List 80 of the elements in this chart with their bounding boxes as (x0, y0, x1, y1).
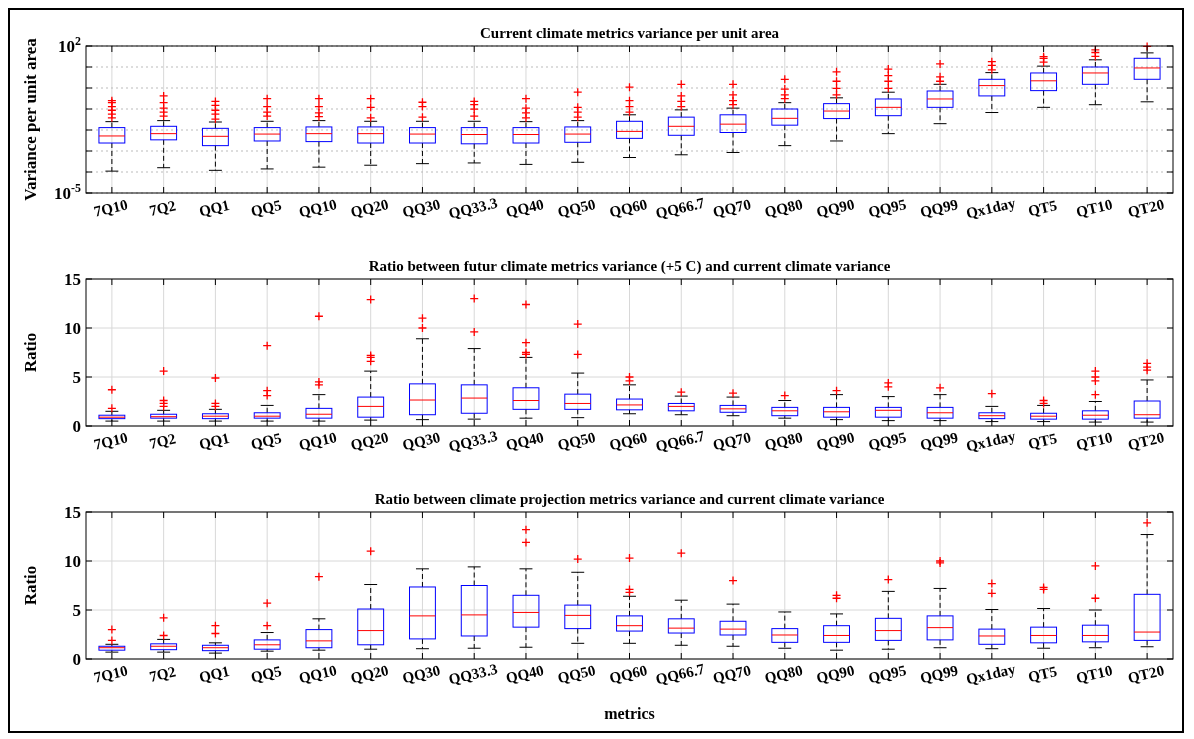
y-tick-label: 5 (72, 367, 81, 387)
x-tick-label: QQ40 (504, 662, 546, 687)
x-tick-label: 7Q10 (92, 429, 130, 453)
x-tick-label: QQ70 (711, 196, 753, 221)
x-tick-label: QQ95 (866, 429, 908, 454)
x-tick-label: QQ50 (556, 196, 598, 221)
x-tick-label: QQ5 (249, 196, 283, 220)
x-tick-label: 7Q10 (92, 662, 130, 686)
x-tick-label: QQ80 (763, 196, 805, 221)
y-tick-label: 15 (64, 269, 81, 289)
chart-title: Ratio between futur climate metrics variance (+5 C) and current climate variance (368, 258, 891, 275)
x-tick-label: QT20 (1126, 429, 1166, 454)
x-tick-label: QQ90 (814, 429, 856, 454)
x-tick-label: Qx1day (964, 660, 1018, 688)
x-tick-label: QQ30 (400, 429, 442, 454)
x-tick-label: QQ99 (918, 429, 960, 454)
x-tick-label: QQ66.7 (654, 427, 707, 455)
x-tick-label: QQ99 (918, 662, 960, 687)
x-tick-label: QT20 (1126, 196, 1166, 221)
y-tick-label: 5 (72, 600, 81, 620)
x-tick-label: QQ5 (249, 429, 283, 453)
x-tick-label: QQ95 (866, 662, 908, 687)
x-tick-label: QQ50 (556, 429, 598, 454)
x-tick-label: QQ66.7 (654, 194, 707, 222)
x-tick-label: QQ60 (607, 662, 649, 687)
x-tick-label: QQ70 (711, 429, 753, 454)
y-tick-label: 15 (64, 502, 81, 522)
x-tick-label: QQ90 (814, 662, 856, 687)
x-tick-label: QQ60 (607, 429, 649, 454)
x-tick-label: QQ66.7 (654, 660, 707, 688)
x-tick-label: QQ33.3 (447, 427, 500, 455)
x-tick-label: 7Q2 (147, 663, 178, 685)
x-tick-label: QQ5 (249, 662, 283, 686)
x-tick-label: QQ90 (814, 196, 856, 221)
x-tick-label: QQ10 (297, 196, 339, 221)
x-tick-label: QQ10 (297, 662, 339, 687)
x-tick-label: QQ20 (349, 662, 391, 687)
x-tick-label: QT5 (1026, 430, 1059, 453)
x-tick-label: QT5 (1026, 663, 1059, 686)
x-tick-label: QQ95 (866, 196, 908, 221)
y-axis-title: Ratio (21, 332, 40, 373)
chart-title: Ratio between climate projection metrics variance and current climate variance (374, 491, 885, 507)
x-tick-label: QQ10 (297, 429, 339, 454)
x-tick-label: QQ80 (763, 429, 805, 454)
y-tick-label: 0 (72, 416, 81, 436)
x-tick-label: QT10 (1074, 429, 1114, 454)
x-tick-label: 7Q2 (147, 430, 178, 452)
x-tick-label: 7Q2 (147, 197, 178, 219)
x-tick-label: Qx1day (964, 427, 1018, 455)
x-tick-label: 7Q10 (92, 196, 130, 220)
y-tick-label: 10 (64, 551, 81, 571)
y-tick-label: 10$^{-5}$ (54, 180, 82, 203)
x-tick-label: QQ20 (349, 429, 391, 454)
x-tick-label: Qx1day (964, 194, 1018, 222)
x-tick-label: QQ1 (197, 196, 232, 220)
x-tick-label: QQ50 (556, 662, 598, 687)
y-tick-label: 0 (72, 649, 81, 669)
x-tick-label: QT10 (1074, 196, 1114, 221)
x-tick-label: QT5 (1026, 197, 1059, 220)
y-tick-label: 10$^{2}$ (58, 33, 82, 56)
y-tick-label: 10 (64, 318, 81, 338)
x-tick-label: QQ70 (711, 662, 753, 687)
x-tick-label: QQ40 (504, 429, 546, 454)
x-tick-label: QQ33.3 (447, 194, 500, 222)
x-tick-label: QQ60 (607, 196, 649, 221)
x-tick-label: QQ20 (349, 196, 391, 221)
x-tick-label: QQ40 (504, 196, 546, 221)
x-tick-label: QT20 (1126, 662, 1166, 687)
x-tick-label: QQ99 (918, 196, 960, 221)
x-tick-label: QQ1 (197, 662, 232, 686)
x-tick-label: QT10 (1074, 662, 1114, 687)
chart-title: Current climate metrics variance per unit area (479, 25, 780, 41)
x-tick-label: QQ30 (400, 662, 442, 687)
y-axis-title: Ratio (21, 565, 40, 606)
x-tick-label: QQ80 (763, 662, 805, 687)
x-tick-label: QQ1 (197, 429, 232, 453)
y-axis-title: Variance per unit area (21, 37, 40, 201)
x-tick-label: QQ33.3 (447, 660, 500, 688)
x-tick-label: QQ30 (400, 196, 442, 221)
x-axis-title: metrics (604, 705, 655, 722)
